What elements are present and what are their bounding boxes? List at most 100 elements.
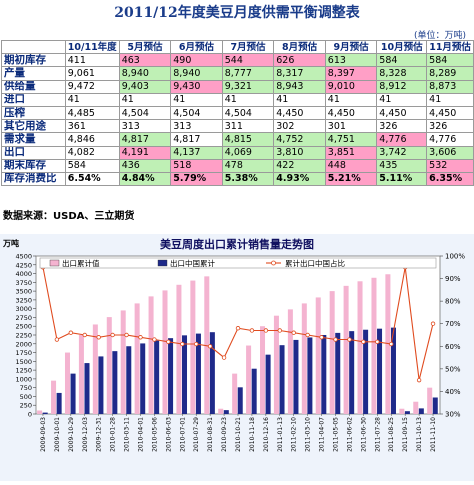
column-header: 7月预估 [221,39,275,55]
column-header [1,39,66,55]
table-cell: 5.11% [376,171,428,187]
x-tick-label: 2011-02-10 [291,417,298,452]
legend-export-total-label: 出口累计值 [62,258,100,268]
point-china-share [291,330,296,335]
table-cell: 41 [170,92,223,107]
point-china-share [361,339,366,344]
table-row: 压榨 4,485 4,504 4,504 4,504 4,450 4,450 4,450 4,4… [1,105,474,121]
table-header-row: 10/11年度 5月预估 6月预估 7月预估 8月预估 9月预估 10月预估 11月预估 [1,39,474,55]
y2-tick-label: 60% [445,343,461,351]
table-cell: 9,010 [324,79,378,94]
x-tick-label: 2011-10-13 [416,417,423,452]
table-cell: 436 [118,158,172,173]
y-axis-label: 万吨 [2,238,19,248]
bar-export-china [56,392,62,414]
table-cell: 4.93% [273,171,326,187]
point-china-share [152,337,157,342]
chart-title: 美豆周度出口累计销售量走势图 [160,237,314,251]
x-tick-label: 2009-12-03 [82,417,89,452]
y2-tick-label: 50% [445,365,461,373]
table-cell: 478 [221,158,275,173]
table-cell: 626 [273,53,326,68]
table-row: 期末库存 584 436 518 478 422 448 435 532 [1,158,474,173]
table-cell: 4,817 [118,132,172,147]
table-cell: 518 [170,158,223,173]
table-cell: 9,061 [64,66,120,81]
table-cell: 584 [376,53,428,68]
table-cell: 613 [324,53,378,68]
table-cell: 422 [273,158,326,173]
row-label: 其它用途 [1,119,66,134]
legend-china-share-marker [271,260,276,266]
bar-export-china [112,351,118,414]
y-tick-label: 1750 [15,349,32,357]
table-cell: 9,430 [170,79,223,94]
bar-export-china [418,408,424,414]
bar-export-total [162,290,168,414]
unit-label: (单位：万吨) [413,31,466,41]
bar-export-china [307,337,313,414]
table-cell: 3,851 [324,145,378,160]
row-label: 压榨 [1,105,66,121]
x-tick-label: 2011-07-28 [374,417,381,452]
table-cell: 3,606 [426,145,474,160]
table-cell: 5.21% [324,171,378,187]
export-chart: 美豆周度出口累计销售量走势图 万吨 025050075010001250150017… [2,237,465,452]
supply-demand-table: 10/11年度 5月预估 6月预估 7月预估 8月预估 9月预估 10月预估 11月预估 期初库… [1,39,474,187]
y2-tick-label: 30% [445,411,461,419]
table-cell: 4,815 [221,132,275,147]
x-tick-label: 2010-04-01 [137,417,144,452]
bar-export-china [279,345,285,414]
bar-export-total [120,310,126,414]
point-china-share [347,337,352,342]
row-label: 产量 [1,66,66,81]
bar-export-total [148,296,154,414]
point-china-share [82,332,87,338]
table-row: 库存消费比 6.54% 4.84% 5.79% 5.38% 4.93% 5.21% 5.11%… [1,171,474,187]
legend-box [39,257,437,269]
bar-export-china [363,329,369,414]
point-china-share [138,335,143,340]
point-china-share [430,321,436,326]
table-cell: 4,504 [118,105,172,121]
bar-export-china [251,368,257,414]
x-tick-label: 2010-10-21 [235,417,242,452]
table-cell: 4,191 [118,145,172,160]
legend-export-total-swatch [49,259,60,267]
table-cell: 490 [170,53,223,68]
point-china-share [194,341,199,347]
table-cell: 8,940 [118,66,172,81]
table-cell: 448 [324,158,378,173]
bar-export-total [232,373,238,414]
table-cell: 313 [170,119,223,134]
y-tick-label: 500 [20,393,32,401]
bar-export-china [293,339,299,414]
bar-export-total [246,345,252,414]
bar-export-total [204,276,210,414]
table-cell: 301 [324,119,378,134]
table-cell: 326 [426,119,474,134]
legend-export-china-swatch [157,259,168,267]
table-cell: 41 [64,92,120,107]
table-cell: 584 [426,53,474,68]
table-row: 其它用途 361 313 313 311 302 301 326 326 [1,119,474,134]
table-cell: 41 [426,92,474,107]
bar-export-total [371,277,377,414]
bar-export-china [237,387,243,414]
table-cell: 9,472 [64,79,120,94]
table-row: 供给量 9,472 9,403 9,430 9,321 8,943 9,010 8,912 8,… [1,79,474,94]
bar-export-total [218,408,224,414]
table-cell: 4,450 [376,105,428,121]
bar-export-china [195,333,201,414]
table-cell: 313 [118,119,172,134]
y-tick-label: 750 [20,384,32,392]
y-tick-label: 2500 [15,323,32,331]
legend-china-share-label: 累计出口中国占比 [285,258,345,268]
bar-export-china [432,397,438,414]
point-china-share [166,339,171,344]
bar-export-china [209,332,215,414]
point-china-share [375,339,380,344]
bar-export-total [260,326,266,414]
table-cell: 8,943 [273,79,326,94]
table-cell: 326 [376,119,428,134]
